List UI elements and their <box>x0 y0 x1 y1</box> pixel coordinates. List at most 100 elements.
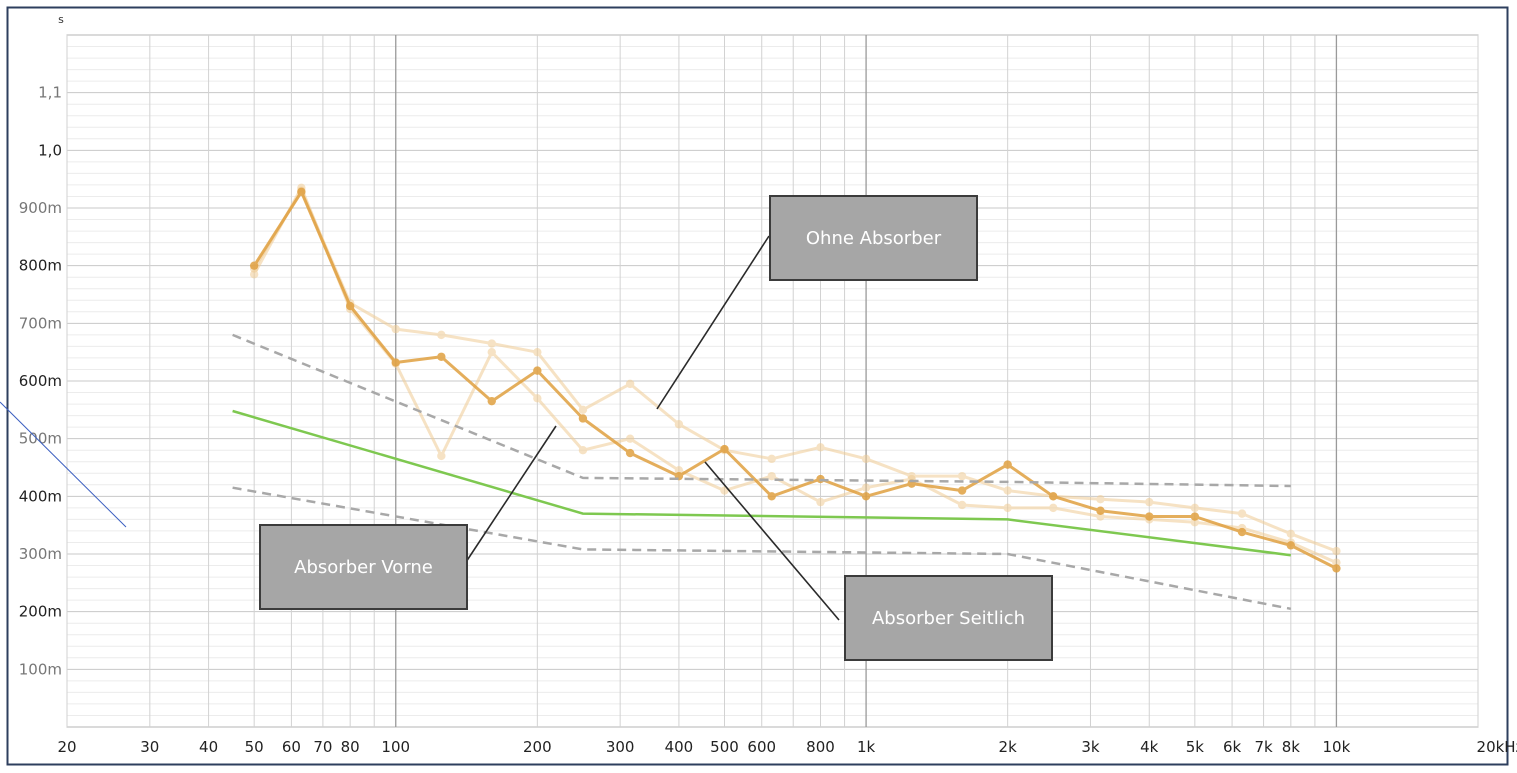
tolerance-line <box>232 333 1291 488</box>
callout-leader-line <box>704 461 840 621</box>
callout-leader-line <box>465 425 557 563</box>
y-tick-label: 500m <box>19 430 62 448</box>
y-tick-label: 1,0 <box>38 141 62 159</box>
y-tick-label: 700m <box>19 314 62 332</box>
data-point <box>957 486 967 495</box>
data-point <box>391 358 400 367</box>
callout-ohne-absorber: Ohne Absorber <box>769 195 978 281</box>
y-tick-label: 400m <box>19 487 62 505</box>
x-tick-label: 2k <box>999 738 1018 756</box>
measurement-series <box>249 187 1341 573</box>
x-tick-label: 40 <box>199 738 218 756</box>
data-point <box>674 420 684 429</box>
data-point <box>1286 529 1296 539</box>
data-point <box>767 454 776 464</box>
data-point <box>1145 497 1154 507</box>
data-point <box>1190 503 1200 513</box>
data-point <box>861 483 871 492</box>
x-tick-label: 100 <box>381 738 410 756</box>
data-point <box>533 394 542 403</box>
y-tick-label: 600m <box>19 372 62 390</box>
data-point <box>487 347 496 357</box>
y-tick-label: 900m <box>19 199 62 217</box>
x-tick-label: 70 <box>313 738 332 756</box>
data-point <box>533 347 542 357</box>
x-tick-label: 20 <box>57 738 76 756</box>
data-point <box>861 454 871 464</box>
y-tick-label: 100m <box>19 660 62 678</box>
callout-ohne-absorber-text: Ohne Absorber <box>805 227 942 249</box>
x-tick-label: 80 <box>341 738 360 756</box>
x-tick-label: 30 <box>140 738 159 756</box>
callout-absorber-seitlich: Absorber Seitlich <box>844 575 1053 661</box>
data-point <box>1332 546 1341 556</box>
data-point <box>1332 558 1341 567</box>
series-layer <box>232 183 1341 611</box>
y-tick-label: 200m <box>19 603 62 621</box>
x-tick-label: 500 <box>710 738 739 756</box>
data-point <box>437 330 446 340</box>
measurement-series <box>249 186 1341 556</box>
data-point <box>861 492 871 501</box>
x-tick-label: 4k <box>1140 738 1159 756</box>
x-tick-label: 3k <box>1081 738 1100 756</box>
callout-leaders <box>465 235 840 621</box>
data-point <box>1003 486 1012 495</box>
data-point <box>1049 492 1058 501</box>
data-point <box>1003 460 1012 469</box>
y-tick-label: 800m <box>19 257 62 275</box>
x-tick-label: 8k <box>1282 738 1301 756</box>
data-point <box>957 500 967 510</box>
data-point <box>1286 541 1296 550</box>
data-point <box>767 471 776 481</box>
data-point <box>297 187 306 197</box>
data-point <box>345 301 355 311</box>
data-point <box>957 471 967 481</box>
x-tick-label: 5k <box>1186 738 1205 756</box>
data-point <box>487 339 496 348</box>
measurement-line <box>252 189 1337 553</box>
data-point <box>1096 512 1105 521</box>
data-point <box>1096 495 1105 504</box>
data-point <box>625 448 635 458</box>
data-point <box>578 405 588 415</box>
grid <box>66 34 1479 728</box>
measurement-line <box>252 190 1338 570</box>
data-point <box>674 466 684 475</box>
data-point <box>578 414 588 423</box>
data-point <box>767 492 776 501</box>
data-point <box>249 270 259 279</box>
data-point <box>533 366 542 375</box>
data-point <box>1049 503 1058 513</box>
callout-absorber-vorne-text: Absorber Vorne <box>294 556 433 578</box>
data-point <box>578 446 588 455</box>
tick-labels: 100m 200m 300m 400m 500m 600m 700m 800m 900m 1,0 1… <box>19 13 1517 756</box>
y-tick-label: 1,1 <box>38 84 62 102</box>
data-point <box>1190 512 1200 521</box>
data-point <box>1190 518 1200 527</box>
y-axis-unit: s <box>58 13 64 26</box>
data-point <box>625 379 635 389</box>
data-point <box>249 261 259 270</box>
x-tick-label: 300 <box>606 738 635 756</box>
callout-absorber-vorne: Absorber Vorne <box>259 524 468 610</box>
y-tick-label: 300m <box>19 545 62 563</box>
data-point <box>391 324 400 334</box>
x-tick-label: 50 <box>245 738 264 756</box>
x-tick-label: 60 <box>282 738 301 756</box>
x-tick-label: 600 <box>747 738 776 756</box>
data-point <box>625 434 635 443</box>
data-point <box>816 443 825 452</box>
target-line <box>232 409 1291 557</box>
x-tick-label: 200 <box>523 738 552 756</box>
callout-absorber-seitlich-text: Absorber Seitlich <box>871 607 1026 629</box>
data-point <box>1237 509 1247 518</box>
x-tick-label: 10k <box>1323 738 1351 756</box>
data-point <box>487 396 496 406</box>
x-tick-label: 6k <box>1223 738 1242 756</box>
x-tick-label: 20kHz <box>1477 738 1517 756</box>
data-point <box>437 352 446 361</box>
data-point <box>437 451 446 461</box>
